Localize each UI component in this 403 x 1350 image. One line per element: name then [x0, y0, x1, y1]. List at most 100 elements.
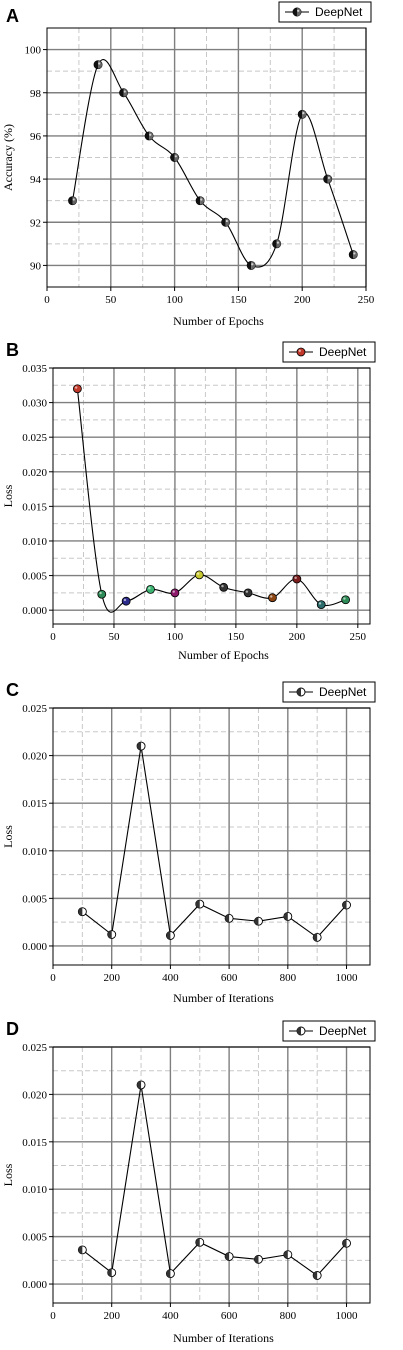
data-marker [316, 600, 326, 610]
marker-half [342, 901, 347, 910]
legend-box [282, 1020, 376, 1042]
marker-fill [296, 347, 306, 357]
data-marker [243, 588, 253, 598]
y-tick-label: 0.000 [22, 941, 47, 953]
marker-half [137, 1080, 142, 1089]
data-marker [323, 174, 333, 184]
marker-half [145, 131, 150, 140]
data-marker [296, 687, 306, 697]
marker-fill [146, 585, 155, 594]
data-marker [77, 1245, 87, 1255]
legend: DeepNet [282, 341, 376, 363]
marker-half [283, 912, 288, 921]
legend-box [282, 681, 376, 703]
x-tick-label: 1000 [336, 1310, 359, 1322]
marker-half [283, 1250, 288, 1259]
marker-half [78, 1245, 83, 1254]
data-marker [144, 131, 154, 141]
x-axis-title: Number of Iterations [173, 1331, 274, 1345]
marker-half [166, 1269, 171, 1278]
x-tick-label: 1000 [336, 972, 359, 984]
marker-fill [292, 574, 302, 584]
x-tick-label: 200 [103, 972, 120, 984]
legend: DeepNet [278, 1, 372, 23]
marker-half [254, 1255, 259, 1264]
data-marker [219, 582, 229, 592]
marker-half [166, 931, 171, 940]
data-marker [165, 931, 175, 940]
x-tick-label: 50 [108, 631, 120, 643]
legend: DeepNet [282, 1020, 376, 1042]
marker-fill [268, 593, 277, 603]
marker-half [195, 1238, 200, 1247]
marker-half [78, 907, 83, 916]
marker-highlight [276, 241, 279, 244]
marker-half [119, 88, 124, 97]
y-tick-label: 0.005 [22, 1232, 47, 1244]
y-tick-label: 96 [30, 131, 42, 143]
data-marker [93, 60, 103, 70]
x-axis-title: Number of Epochs [173, 314, 264, 328]
y-tick-label: 0.025 [22, 432, 47, 444]
marker-fill [219, 582, 229, 592]
x-tick-label: 250 [358, 294, 375, 306]
data-marker [224, 1252, 234, 1261]
data-marker [292, 7, 302, 17]
legend-label: DeepNet [319, 1024, 367, 1038]
panel-letter: A [6, 6, 19, 26]
x-tick-label: 0 [44, 294, 50, 306]
marker-half [247, 261, 252, 270]
marker-half [297, 688, 301, 696]
x-tick-label: 200 [289, 631, 306, 643]
marker-half [170, 153, 175, 162]
data-marker [194, 570, 204, 580]
legend-box [278, 1, 372, 23]
data-marker [165, 1269, 175, 1279]
x-tick-label: 150 [230, 294, 247, 306]
chart-panel-c: C 0 200 400 600 800 1000 0.000 0.005 0.010 0.015 0.… [1, 680, 376, 1005]
data-marker [195, 899, 205, 909]
marker-half [254, 917, 259, 926]
y-tick-label: 0.025 [22, 1042, 47, 1054]
series-line [71, 59, 354, 268]
legend-label: DeepNet [315, 5, 363, 19]
marker-highlight [302, 112, 305, 115]
marker-half [323, 175, 328, 184]
plot-frame [52, 1046, 371, 1304]
data-marker [268, 593, 277, 603]
series-line [82, 1084, 347, 1277]
data-marker [107, 1268, 117, 1278]
x-tick-label: 0 [50, 631, 56, 643]
y-tick-label: 0.020 [22, 751, 47, 763]
chart-panel-b: B 0 50 100 150 200 250 0.000 0.005 0.010 0.015 0.02… [1, 340, 376, 662]
marker-highlight [318, 602, 322, 605]
x-tick-label: 250 [350, 631, 367, 643]
marker-fill [316, 600, 326, 610]
data-marker [348, 250, 358, 260]
marker-highlight [270, 595, 273, 598]
data-marker [136, 1080, 146, 1090]
x-tick-label: 600 [221, 972, 238, 984]
marker-highlight [98, 62, 101, 65]
y-tick-label: 0.030 [22, 398, 47, 410]
marker-highlight [245, 590, 249, 593]
data-marker [195, 1237, 205, 1247]
data-marker [254, 1254, 263, 1264]
y-tick-label: 0.010 [22, 536, 47, 548]
y-tick-label: 0.010 [22, 846, 47, 858]
marker-half [293, 8, 297, 16]
x-tick-label: 150 [228, 631, 245, 643]
legend-label: DeepNet [319, 345, 367, 359]
marker-highlight [327, 176, 331, 179]
marker-highlight [297, 9, 300, 12]
legend-box [282, 341, 376, 363]
x-tick-label: 200 [103, 1310, 120, 1322]
marker-half [297, 1027, 301, 1035]
y-tick-label: 0.000 [22, 605, 47, 617]
x-tick-label: 0 [50, 1310, 56, 1322]
panel-letter: D [6, 1019, 19, 1039]
x-tick-label: 800 [280, 972, 297, 984]
marker-highlight [149, 133, 152, 136]
data-marker [107, 930, 117, 939]
data-marker [292, 574, 302, 584]
